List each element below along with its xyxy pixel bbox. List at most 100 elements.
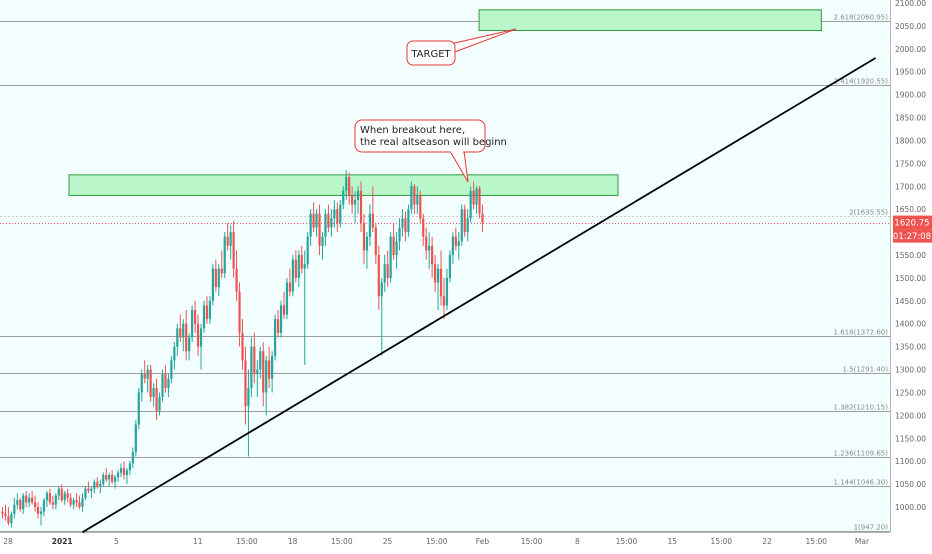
candle-body[interactable] bbox=[140, 374, 143, 393]
candle-body[interactable] bbox=[102, 474, 105, 485]
candle-body[interactable] bbox=[179, 328, 182, 338]
candle-body[interactable] bbox=[66, 493, 69, 498]
candle-body[interactable] bbox=[431, 245, 434, 265]
candle-body[interactable] bbox=[401, 218, 404, 228]
candle-body[interactable] bbox=[4, 513, 7, 517]
candle-body[interactable] bbox=[19, 500, 22, 510]
candle-body[interactable] bbox=[342, 190, 345, 205]
candle-body[interactable] bbox=[45, 493, 49, 501]
candle-body[interactable] bbox=[451, 236, 454, 255]
candle-body[interactable] bbox=[13, 504, 16, 514]
candle-body[interactable] bbox=[54, 495, 57, 505]
candle-body[interactable] bbox=[439, 268, 443, 297]
candle-body[interactable] bbox=[25, 495, 28, 503]
candle-body[interactable] bbox=[84, 488, 87, 498]
candle-body[interactable] bbox=[188, 337, 191, 352]
candle-body[interactable] bbox=[244, 360, 247, 407]
candle-body[interactable] bbox=[149, 369, 152, 398]
candle-body[interactable] bbox=[122, 468, 126, 475]
candle-body[interactable] bbox=[419, 195, 422, 219]
candle-body[interactable] bbox=[146, 369, 149, 379]
candle-body[interactable] bbox=[125, 470, 129, 475]
candle-body[interactable] bbox=[469, 190, 472, 219]
support-trendline[interactable] bbox=[82, 57, 877, 533]
candle-body[interactable] bbox=[111, 474, 114, 482]
candle-body[interactable] bbox=[211, 268, 214, 301]
candle-body[interactable] bbox=[232, 232, 235, 269]
candle-body[interactable] bbox=[428, 245, 431, 251]
candle-body[interactable] bbox=[348, 177, 351, 196]
candle-body[interactable] bbox=[454, 236, 457, 246]
candle-body[interactable] bbox=[321, 236, 324, 246]
candle-body[interactable] bbox=[99, 484, 102, 487]
candle-body[interactable] bbox=[475, 188, 478, 205]
candle-body[interactable] bbox=[353, 200, 357, 205]
candle-body[interactable] bbox=[1, 511, 4, 514]
candle-body[interactable] bbox=[377, 255, 380, 297]
candle-body[interactable] bbox=[309, 213, 312, 237]
candle-body[interactable] bbox=[152, 387, 155, 398]
candle-body[interactable] bbox=[410, 186, 413, 210]
candle-body[interactable] bbox=[330, 218, 333, 228]
candle-body[interactable] bbox=[294, 259, 297, 278]
candle-body[interactable] bbox=[250, 346, 253, 388]
candle-body[interactable] bbox=[205, 305, 209, 320]
candle-body[interactable] bbox=[116, 472, 120, 478]
candle-body[interactable] bbox=[359, 190, 363, 223]
candle-body[interactable] bbox=[108, 474, 111, 480]
candle-body[interactable] bbox=[371, 213, 374, 228]
candle-body[interactable] bbox=[333, 209, 336, 219]
candle-body[interactable] bbox=[407, 209, 410, 233]
candle-body[interactable] bbox=[460, 209, 463, 242]
candle-body[interactable] bbox=[158, 397, 161, 411]
candle-body[interactable] bbox=[436, 268, 440, 283]
candle-body[interactable] bbox=[39, 511, 43, 514]
candle-body[interactable] bbox=[51, 502, 54, 505]
candle-body[interactable] bbox=[386, 264, 389, 278]
candle-body[interactable] bbox=[226, 236, 229, 246]
candle-body[interactable] bbox=[365, 236, 369, 251]
candle-body[interactable] bbox=[87, 488, 90, 491]
candle-body[interactable] bbox=[425, 236, 428, 251]
candle-body[interactable] bbox=[214, 268, 217, 288]
candle-body[interactable] bbox=[318, 213, 321, 246]
candle-body[interactable] bbox=[345, 177, 348, 191]
candle-body[interactable] bbox=[238, 291, 241, 333]
candle-body[interactable] bbox=[433, 264, 437, 283]
candle-body[interactable] bbox=[285, 282, 289, 315]
target-zone[interactable] bbox=[478, 9, 822, 31]
candle-body[interactable] bbox=[259, 351, 262, 370]
candle-body[interactable] bbox=[262, 351, 265, 393]
candle-body[interactable] bbox=[128, 463, 132, 471]
candle-body[interactable] bbox=[220, 268, 223, 274]
candle-body[interactable] bbox=[374, 227, 377, 255]
candle-body[interactable] bbox=[256, 369, 259, 375]
candle-body[interactable] bbox=[196, 323, 200, 347]
candle-body[interactable] bbox=[312, 213, 315, 228]
candle-body[interactable] bbox=[445, 277, 449, 306]
candle-body[interactable] bbox=[297, 255, 300, 278]
candle-body[interactable] bbox=[442, 296, 446, 306]
candle-body[interactable] bbox=[336, 209, 339, 223]
candle-body[interactable] bbox=[217, 268, 220, 288]
candle-body[interactable] bbox=[273, 319, 277, 356]
candle-body[interactable] bbox=[78, 502, 81, 507]
candle-body[interactable] bbox=[380, 282, 383, 297]
candle-body[interactable] bbox=[229, 232, 232, 246]
candle-body[interactable] bbox=[398, 227, 401, 242]
candle-body[interactable] bbox=[383, 264, 386, 283]
target-callout[interactable]: TARGET bbox=[406, 28, 517, 66]
candle-body[interactable] bbox=[422, 218, 425, 237]
candle-body[interactable] bbox=[466, 218, 469, 233]
candle-body[interactable] bbox=[448, 255, 452, 278]
candle-body[interactable] bbox=[351, 195, 354, 205]
candle-body[interactable] bbox=[42, 500, 46, 512]
candle-body[interactable] bbox=[69, 497, 72, 505]
candle-body[interactable] bbox=[48, 493, 52, 503]
candle-body[interactable] bbox=[28, 497, 31, 503]
candle-body[interactable] bbox=[300, 255, 303, 269]
candle-body[interactable] bbox=[291, 259, 294, 292]
candle-body[interactable] bbox=[191, 309, 194, 338]
candle-body[interactable] bbox=[235, 268, 238, 292]
